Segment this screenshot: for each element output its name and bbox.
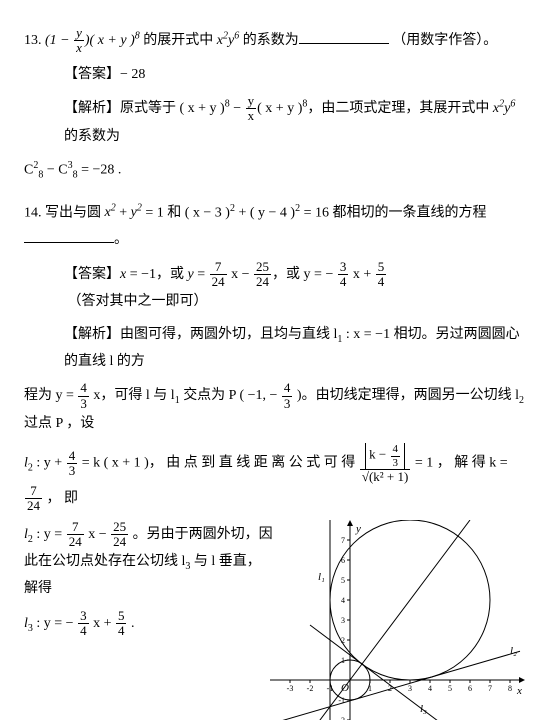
q13-solution-line2: C28 − C38 = −28 . <box>24 156 525 184</box>
svg-text:l₃: l₃ <box>420 703 427 715</box>
svg-text:-3: -3 <box>287 684 294 693</box>
svg-text:y: y <box>355 523 361 535</box>
q14-answer: 【答案】x = −1，或 y = 724 x − 2524，或 y = − 34… <box>24 260 525 316</box>
q13-answer: 【答案】− 28 <box>24 62 525 89</box>
svg-text:3: 3 <box>408 684 412 693</box>
circles-figure: -3-2-1123456781234567-1-2yxOl₁l₂l₃ <box>270 520 525 720</box>
svg-text:-2: -2 <box>338 716 345 720</box>
q14-number: 14. <box>24 205 42 220</box>
q13-solution-line1: 【解析】原式等于 ( x + y )8 − yx( x + y )8，由二项式定… <box>24 94 525 150</box>
svg-text:4: 4 <box>341 596 345 605</box>
q14-sol-line3: l2 : y + 43 = k ( x + 1 )， 由 点 到 直 线 距 离… <box>24 443 525 513</box>
svg-text:x: x <box>516 685 522 697</box>
blank <box>24 228 114 243</box>
q14-sol-line4: l2 : y = 724 x − 2524 。另由于两圆外切，因此在公切点处存在… <box>24 520 274 603</box>
svg-text:5: 5 <box>341 576 345 585</box>
blank <box>299 29 389 44</box>
svg-text:8: 8 <box>508 684 512 693</box>
svg-text:-2: -2 <box>307 684 314 693</box>
svg-text:7: 7 <box>341 536 345 545</box>
svg-text:l₂: l₂ <box>510 645 517 657</box>
q14-sol-line1: 【解析】由图可得，两圆外切，且均与直线 l1 : x = −1 相切。另过两圆圆… <box>24 322 525 375</box>
svg-text:O: O <box>341 682 349 694</box>
q13-number: 13. <box>24 33 42 48</box>
q14-stem: 14. 写出与圆 x2 + y2 = 1 和 ( x − 3 )2 + ( y … <box>24 199 525 254</box>
svg-text:4: 4 <box>428 684 432 693</box>
svg-text:6: 6 <box>468 684 472 693</box>
svg-text:7: 7 <box>488 684 492 693</box>
q13-stem: 13. (1 − yx)( x + y )8 的展开式中 x2y6 的系数为 （… <box>24 26 525 56</box>
svg-text:6: 6 <box>341 556 345 565</box>
q14-sol-line2: 程为 y = 43 x，可得 l 与 l1 交点为 P ( −1, − 43 )… <box>24 381 525 437</box>
svg-text:l₁: l₁ <box>318 571 325 583</box>
svg-text:5: 5 <box>448 684 452 693</box>
